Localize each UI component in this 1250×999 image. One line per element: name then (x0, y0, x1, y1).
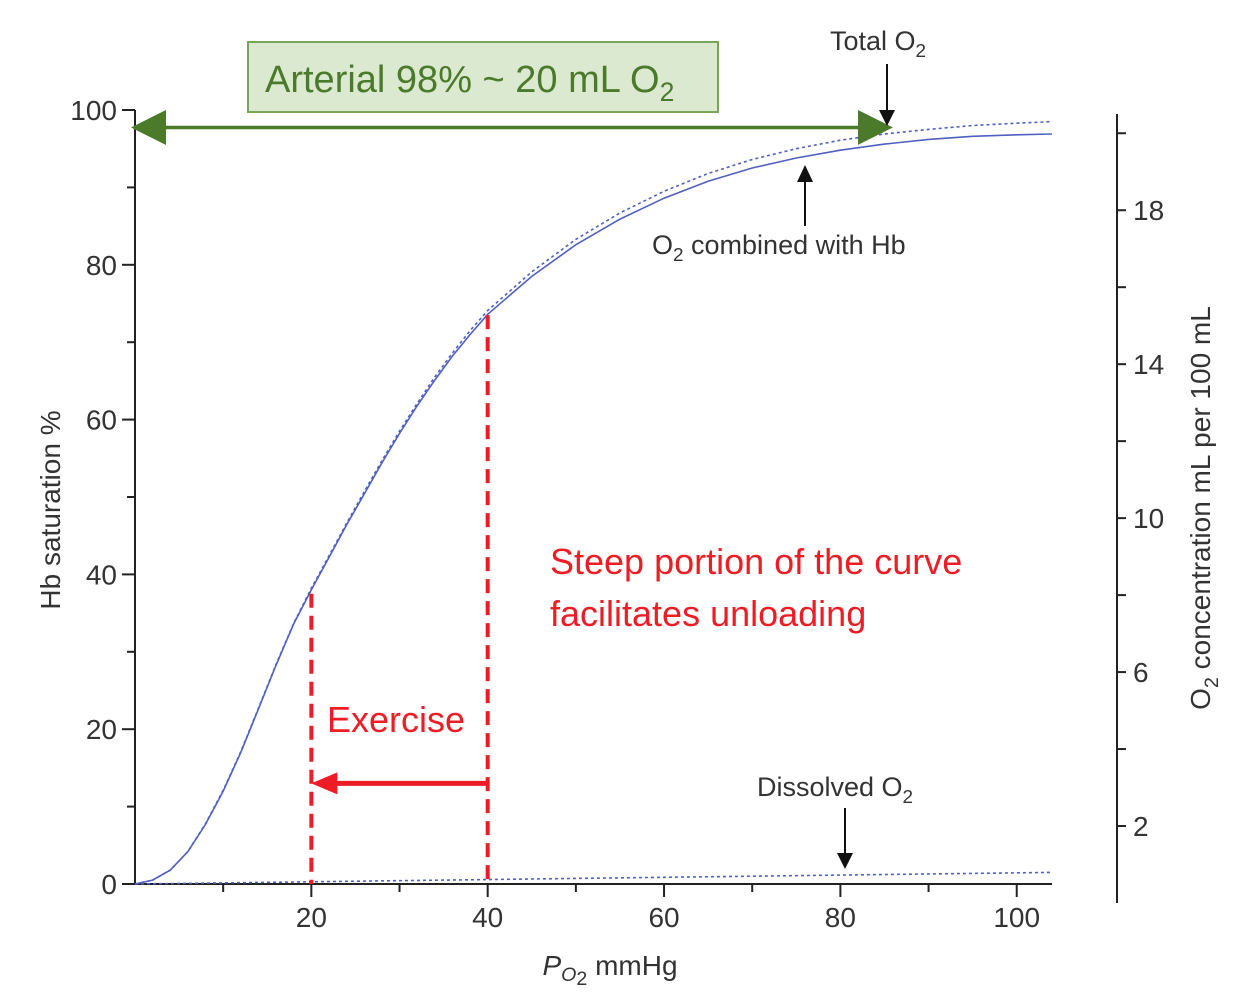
y-axis-label-left: Hb saturation % (35, 410, 66, 609)
exercise-label: Exercise (327, 699, 465, 740)
arterial-label-box (247, 41, 719, 113)
y-tick-label-right: 18 (1133, 195, 1164, 226)
dissolved-o2-arrow-head (837, 853, 853, 869)
total-o2-curve (134, 120, 1053, 885)
y-tick-label-left: 0 (101, 869, 117, 900)
x-tick-label: 80 (825, 902, 856, 933)
y-tick-label-left: 100 (70, 95, 117, 126)
total-o2-arrow-head (879, 110, 895, 126)
dissolved-o2-line (134, 871, 1053, 885)
x-tick-label: 40 (472, 902, 503, 933)
y-tick-label-left: 80 (86, 250, 117, 281)
y-tick-label-left: 40 (86, 559, 117, 590)
arterial-label: Arterial 98% ~ 20 mL O2 (265, 59, 674, 107)
steep-portion-label-line2: facilitates unloading (550, 593, 866, 634)
y-tick-label-left: 60 (86, 405, 117, 436)
steep-portion-label-line1: Steep portion of the curve (550, 541, 962, 582)
dissolved-o2-label: Dissolved O2 (757, 772, 913, 808)
total-o2-label: Total O2 (830, 26, 926, 62)
y-tick-label-right: 14 (1133, 349, 1164, 380)
x-axis-label: PO2 mmHg (542, 950, 677, 990)
y-tick-label-right: 2 (1133, 811, 1149, 842)
o2-combined-label: O2 combined with Hb (652, 230, 906, 266)
x-tick-label: 100 (993, 902, 1040, 933)
y-tick-label-left: 20 (86, 714, 117, 745)
y-axis-label-right: O2 concentration mL per 100 mL (1185, 306, 1223, 710)
y-tick-label-right: 6 (1133, 657, 1149, 688)
o2-combined-with-hb-curve (134, 133, 1053, 885)
x-tick-label: 20 (296, 902, 327, 933)
o2-combined-arrow-head (797, 165, 813, 182)
exercise-arrow-head (311, 772, 338, 795)
y-tick-label-right: 10 (1133, 503, 1164, 534)
x-tick-label: 60 (648, 902, 679, 933)
